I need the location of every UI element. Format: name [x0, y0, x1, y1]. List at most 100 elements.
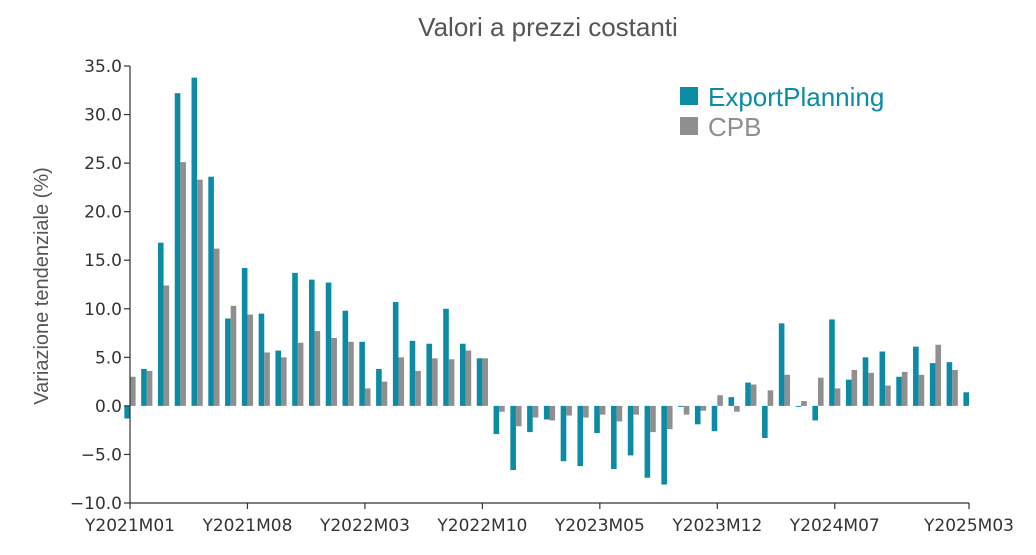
bar-exportplanning-y2023m12	[711, 405, 718, 432]
bar-cpb-y2023m02	[549, 405, 556, 421]
x-tick-label: Y2021M01	[84, 516, 175, 536]
bar-cpb-y2024m09	[868, 372, 874, 406]
bar-exportplanning-y2021m10	[275, 350, 282, 406]
bar-cpb-y2022m05	[398, 357, 405, 406]
legend-label-cpb: CPB	[708, 112, 761, 142]
y-tick-label: 35.0	[84, 57, 122, 77]
bar-cpb-y2024m08	[851, 369, 858, 406]
bar-cpb-y2024m04	[784, 374, 791, 406]
bar-cpb-y2022m03	[364, 388, 371, 406]
bar-exportplanning-y2024m06	[812, 405, 818, 421]
bar-cpb-y2021m08	[247, 314, 254, 406]
y-tick-label: 20.0	[84, 203, 122, 223]
bar-cpb-y2021m04	[180, 162, 186, 406]
bar-exportplanning-y2021m05	[191, 77, 198, 406]
bar-exportplanning-y2022m11	[493, 405, 500, 435]
bar-cpb-y2021m11	[297, 342, 304, 406]
bar-exportplanning-y2023m05	[594, 405, 600, 434]
bar-exportplanning-y2024m11	[896, 376, 902, 406]
bar-cpb-y2021m05	[197, 179, 203, 406]
legend-swatch-cpb	[680, 117, 698, 135]
y-tick-label: −5.0	[81, 445, 122, 465]
bar-exportplanning-y2022m05	[392, 301, 399, 406]
bar-exportplanning-y2023m07	[627, 405, 634, 456]
bar-exportplanning-y2025m01	[929, 363, 936, 406]
bar-cpb-y2025m01	[935, 344, 942, 406]
bar-exportplanning-y2021m03	[157, 242, 164, 406]
bar-exportplanning-y2024m02	[745, 382, 751, 406]
bars-group	[124, 77, 969, 485]
bar-exportplanning-y2021m09	[258, 313, 265, 406]
bar-exportplanning-y2025m03	[963, 392, 969, 406]
bar-exportplanning-y2024m05	[795, 405, 802, 407]
bar-cpb-y2023m12	[717, 395, 723, 406]
bar-cpb-y2021m06	[213, 248, 220, 406]
bar-exportplanning-y2023m08	[644, 405, 651, 478]
bar-exportplanning-y2022m07	[426, 343, 433, 406]
bar-exportplanning-y2022m02	[342, 310, 349, 406]
bar-cpb-y2023m10	[683, 405, 690, 415]
bar-cpb-y2024m05	[801, 401, 807, 406]
bar-exportplanning-y2024m10	[879, 351, 886, 406]
bar-exportplanning-y2022m08	[443, 308, 449, 406]
bar-exportplanning-y2025m02	[946, 362, 953, 406]
bar-exportplanning-y2021m01	[124, 405, 130, 419]
bar-exportplanning-y2021m07	[225, 318, 231, 406]
bar-exportplanning-y2024m12	[913, 346, 919, 406]
x-tick-label: Y2025M03	[923, 516, 1014, 536]
bar-cpb-y2021m03	[163, 285, 170, 406]
bar-cpb-y2022m09	[465, 350, 472, 406]
bar-cpb-y2024m10	[885, 385, 891, 406]
bar-exportplanning-y2024m08	[845, 379, 852, 406]
x-ticks-group: Y2021M01 Y2021M08 Y2022M03 Y2022M10 Y2023M05…	[84, 503, 1014, 536]
bar-exportplanning-y2022m12	[510, 405, 516, 470]
bar-exportplanning-y2021m04	[174, 93, 181, 406]
legend-swatch-exportplanning	[680, 87, 698, 105]
bar-cpb-y2021m02	[146, 370, 153, 406]
bar-exportplanning-y2022m06	[409, 340, 416, 406]
y-tick-label: −10.0	[70, 494, 122, 514]
y-tick-label: 30.0	[84, 106, 122, 126]
bar-cpb-y2021m07	[230, 305, 237, 406]
y-tick-label: 0.0	[95, 397, 122, 417]
legend-label-exportplanning: ExportPlanning	[708, 82, 884, 112]
bar-cpb-y2022m06	[415, 370, 421, 406]
bar-exportplanning-y2023m06	[611, 405, 617, 470]
bar-cpb-y2024m12	[918, 374, 925, 406]
bar-cpb-y2025m02	[952, 369, 958, 406]
bar-exportplanning-y2023m01	[527, 405, 533, 433]
x-tick-label: Y2024M07	[789, 516, 880, 536]
bar-cpb-y2024m11	[901, 371, 908, 406]
bar-cpb-y2021m10	[281, 357, 287, 406]
bar-cpb-y2024m03	[767, 390, 774, 406]
bar-exportplanning-y2023m10	[678, 405, 684, 407]
bar-exportplanning-y2023m04	[577, 405, 584, 467]
y-tick-label: 10.0	[84, 300, 122, 320]
chart-title: Valori a prezzi costanti	[418, 12, 678, 42]
bar-exportplanning-y2024m07	[829, 319, 835, 406]
bar-cpb-y2024m06	[817, 377, 824, 406]
bar-exportplanning-y2021m11	[292, 272, 298, 406]
bar-cpb-y2023m03	[566, 405, 572, 416]
axes-group	[129, 66, 969, 504]
bar-cpb-y2021m12	[314, 331, 321, 406]
bar-cpb-y2024m01	[734, 405, 740, 412]
bar-exportplanning-y2024m03	[762, 405, 768, 438]
bar-exportplanning-y2021m08	[241, 267, 248, 406]
bar-exportplanning-y2023m03	[560, 405, 567, 462]
y-tick-label: 5.0	[95, 348, 122, 368]
x-tick-label: Y2022M10	[436, 516, 527, 536]
bar-exportplanning-y2024m01	[728, 397, 735, 406]
bar-exportplanning-y2023m02	[543, 405, 550, 420]
bar-cpb-y2022m01	[331, 337, 337, 406]
bar-exportplanning-y2023m09	[661, 405, 667, 485]
bar-cpb-y2023m06	[616, 405, 623, 422]
bar-cpb-y2023m11	[700, 405, 707, 411]
bar-exportplanning-y2023m11	[694, 405, 701, 425]
bar-cpb-y2023m05	[599, 405, 606, 415]
y-tick-label: 15.0	[84, 251, 122, 271]
bar-exportplanning-y2022m01	[325, 282, 332, 406]
legend: ExportPlanning CPB	[680, 82, 884, 142]
bar-exportplanning-y2021m12	[308, 279, 315, 406]
